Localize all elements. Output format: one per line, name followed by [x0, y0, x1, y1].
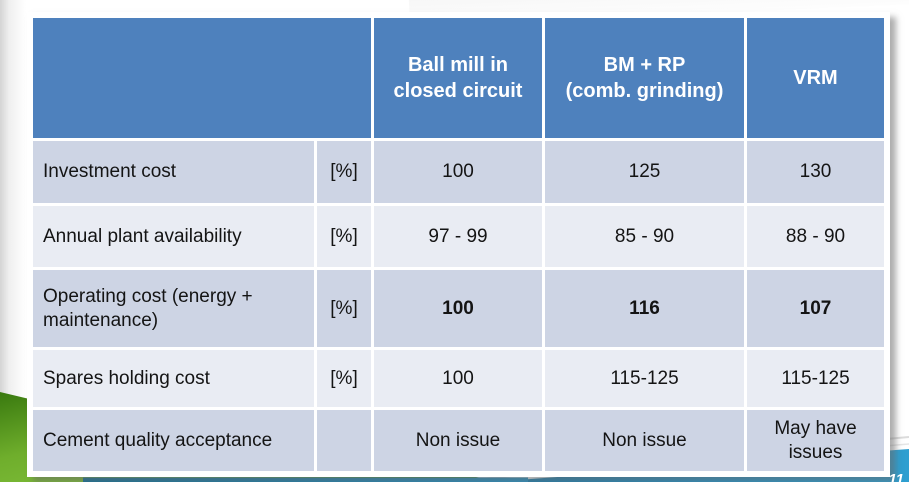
table-row-operating-cost: Operating cost (energy + maintenance) [%… [33, 270, 884, 347]
col-header-vrm: VRM [747, 18, 884, 138]
row-label: Cement quality acceptance [33, 410, 314, 471]
table-row-cement-quality: Cement quality acceptance Non issue Non … [33, 410, 884, 471]
cell-value: 100 [374, 350, 542, 407]
cell-value: 100 [374, 141, 542, 203]
page-number: 11 [888, 471, 904, 482]
teal-bottom-strip [83, 477, 528, 482]
row-unit: [%] [317, 141, 371, 203]
cell-value: 116 [545, 270, 744, 347]
table-row-investment-cost: Investment cost [%] 100 125 130 [33, 141, 884, 203]
cell-value: May have issues [747, 410, 884, 471]
row-unit: [%] [317, 270, 371, 347]
cell-value: 107 [747, 270, 884, 347]
cell-value: Non issue [545, 410, 744, 471]
cell-value: 88 - 90 [747, 206, 884, 267]
cell-value: 115-125 [747, 350, 884, 407]
row-unit [317, 410, 371, 471]
header-spacer-cell [33, 18, 371, 138]
row-label: Spares holding cost [33, 350, 314, 407]
col-header-ball-mill: Ball mill in closed circuit [374, 18, 542, 138]
cell-value: 100 [374, 270, 542, 347]
row-label: Operating cost (energy + maintenance) [33, 270, 314, 347]
cell-value: Non issue [374, 410, 542, 471]
table-row-spares-holding-cost: Spares holding cost [%] 100 115-125 115-… [33, 350, 884, 407]
row-unit: [%] [317, 350, 371, 407]
cell-value: 115-125 [545, 350, 744, 407]
row-label: Annual plant availability [33, 206, 314, 267]
cell-value: 130 [747, 141, 884, 203]
cell-value: 125 [545, 141, 744, 203]
table-row-plant-availability: Annual plant availability [%] 97 - 99 85… [33, 206, 884, 267]
cell-value: 97 - 99 [374, 206, 542, 267]
comparison-table: Ball mill in closed circuit BM + RP (com… [27, 12, 890, 477]
row-label: Investment cost [33, 141, 314, 203]
row-unit: [%] [317, 206, 371, 267]
col-header-bm-rp: BM + RP (comb. grinding) [545, 18, 744, 138]
cell-value: 85 - 90 [545, 206, 744, 267]
header-row: Ball mill in closed circuit BM + RP (com… [33, 18, 884, 138]
